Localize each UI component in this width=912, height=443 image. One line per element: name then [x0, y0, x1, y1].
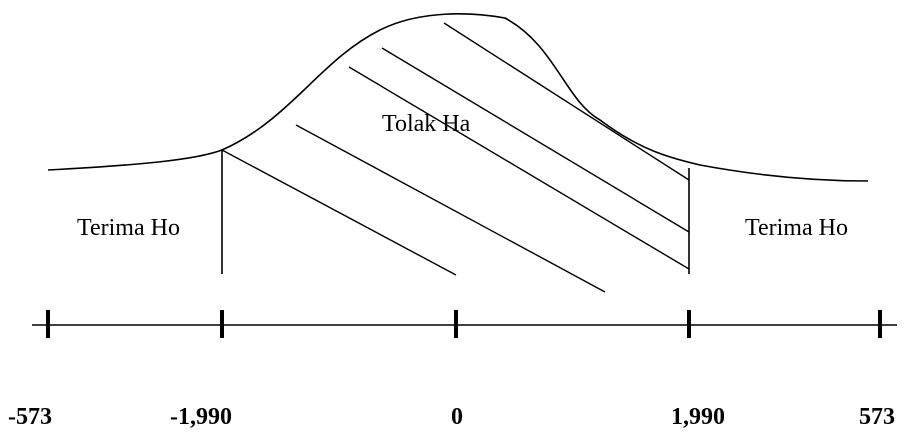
tick-label: -573	[8, 404, 52, 430]
right-accept-label: Terima Ho	[745, 215, 848, 241]
tick-label: 573	[859, 404, 895, 430]
distribution-curve	[47, 13, 869, 182]
hatch-line	[221, 149, 457, 276]
tick-label: -1,990	[170, 404, 232, 430]
hatch-line	[348, 66, 690, 270]
tick-label: 1,990	[671, 404, 725, 430]
left-accept-label: Terima Ho	[77, 215, 180, 241]
hatch-line	[295, 124, 606, 293]
tick-label: 0	[451, 404, 463, 430]
hatch-line	[381, 47, 690, 233]
reject-label: Tolak Ha	[382, 111, 471, 137]
hatch-line	[443, 22, 690, 181]
